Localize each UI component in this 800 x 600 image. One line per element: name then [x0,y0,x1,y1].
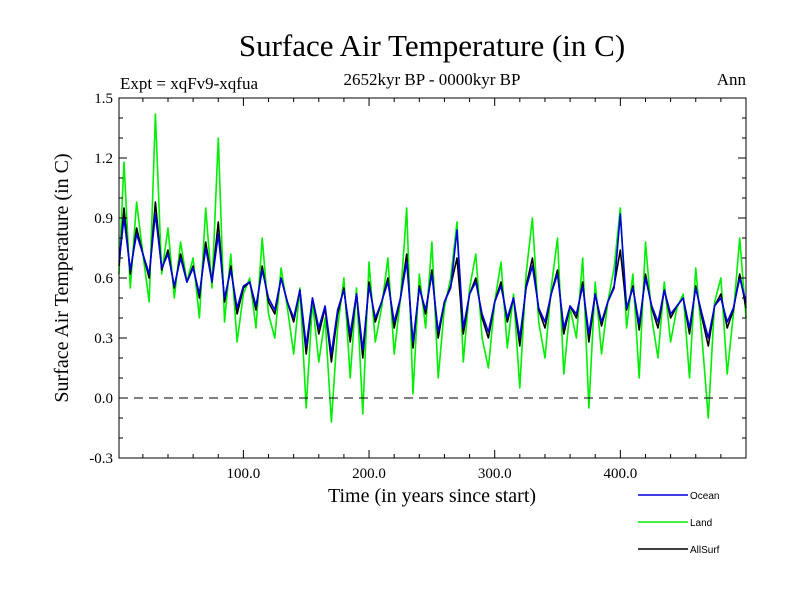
legend-label-allsurf: AllSurf [690,545,720,556]
y-tick-label: -0.3 [89,451,113,467]
y-tick-label: 0.9 [94,211,113,227]
x-tick-label: 200.0 [352,466,386,482]
season-label: Ann [717,70,747,89]
legend-label-land: Land [690,518,712,529]
y-tick-label: 0.6 [94,271,113,287]
axes: -0.3 0.0 0.3 0.6 0.9 1.2 1.5 100.0 200.0 300.0 400… [89,91,747,482]
legend: Ocean Land AllSurf [638,491,720,556]
experiment-label: Expt = xqFv9-xqfua [120,74,258,93]
x-tick-label: 400.0 [603,466,637,482]
y-tick-label: 1.5 [94,91,113,107]
chart-subtitle: 2652kyr BP - 0000kyr BP [344,70,521,89]
x-tick-label: 300.0 [478,466,512,482]
chart-title: Surface Air Temperature (in C) [239,28,625,63]
y-tick-label: 0.3 [94,331,113,347]
series-line-ocean [118,213,747,355]
series-line-land [118,113,747,423]
y-axis-label: Surface Air Temperature (in C) [51,153,73,402]
x-axis-label: Time (in years since start) [328,485,536,507]
x-tick-label: 100.0 [227,466,261,482]
plot-series [118,113,747,423]
y-tick-label: 0.0 [94,391,113,407]
legend-label-ocean: Ocean [690,491,719,502]
y-tick-label: 1.2 [94,151,113,167]
